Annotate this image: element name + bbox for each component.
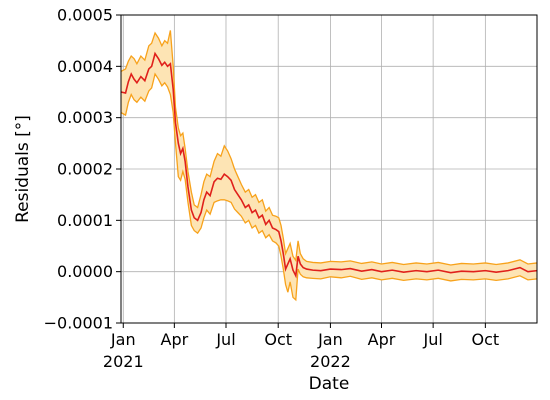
- x-tick-label: Jul: [422, 330, 442, 349]
- x-axis-label: Date: [309, 374, 350, 394]
- uncertainty-band-fill: [121, 30, 537, 300]
- x-tick-year-label: 2021: [103, 352, 144, 371]
- y-axis: −0.0001 0.0000 0.0001 0.0002 0.0003 0.0004 0.0…: [44, 6, 121, 333]
- y-tick-label: −0.0001: [44, 314, 113, 333]
- y-axis-label: Residuals [°]: [13, 115, 33, 223]
- x-tick-label: Apr: [368, 330, 396, 349]
- y-tick-label: 0.0000: [57, 262, 113, 281]
- uncertainty-band-upper-line: [120, 30, 538, 266]
- x-axis: Jan 2021 Apr Jul Oct Jan 2022 Apr Jul Oct: [103, 323, 499, 371]
- x-tick-label: Oct: [472, 330, 500, 349]
- y-tick-label: 0.0002: [57, 160, 113, 179]
- x-tick-label: Oct: [264, 330, 292, 349]
- x-tick-label: Apr: [161, 330, 189, 349]
- x-tick-year-label: 2022: [310, 352, 351, 371]
- x-tick-label: Jul: [215, 330, 235, 349]
- uncertainty-band-lower-line: [120, 72, 538, 302]
- y-tick-label: 0.0001: [57, 211, 113, 230]
- mean-residual-line: [120, 51, 538, 279]
- y-tick-label: 0.0004: [57, 57, 113, 76]
- y-tick-label: 0.0003: [57, 108, 113, 127]
- x-tick-label: Jan: [317, 330, 343, 349]
- y-tick-label: 0.0005: [57, 6, 113, 25]
- x-tick-label: Jan: [110, 330, 136, 349]
